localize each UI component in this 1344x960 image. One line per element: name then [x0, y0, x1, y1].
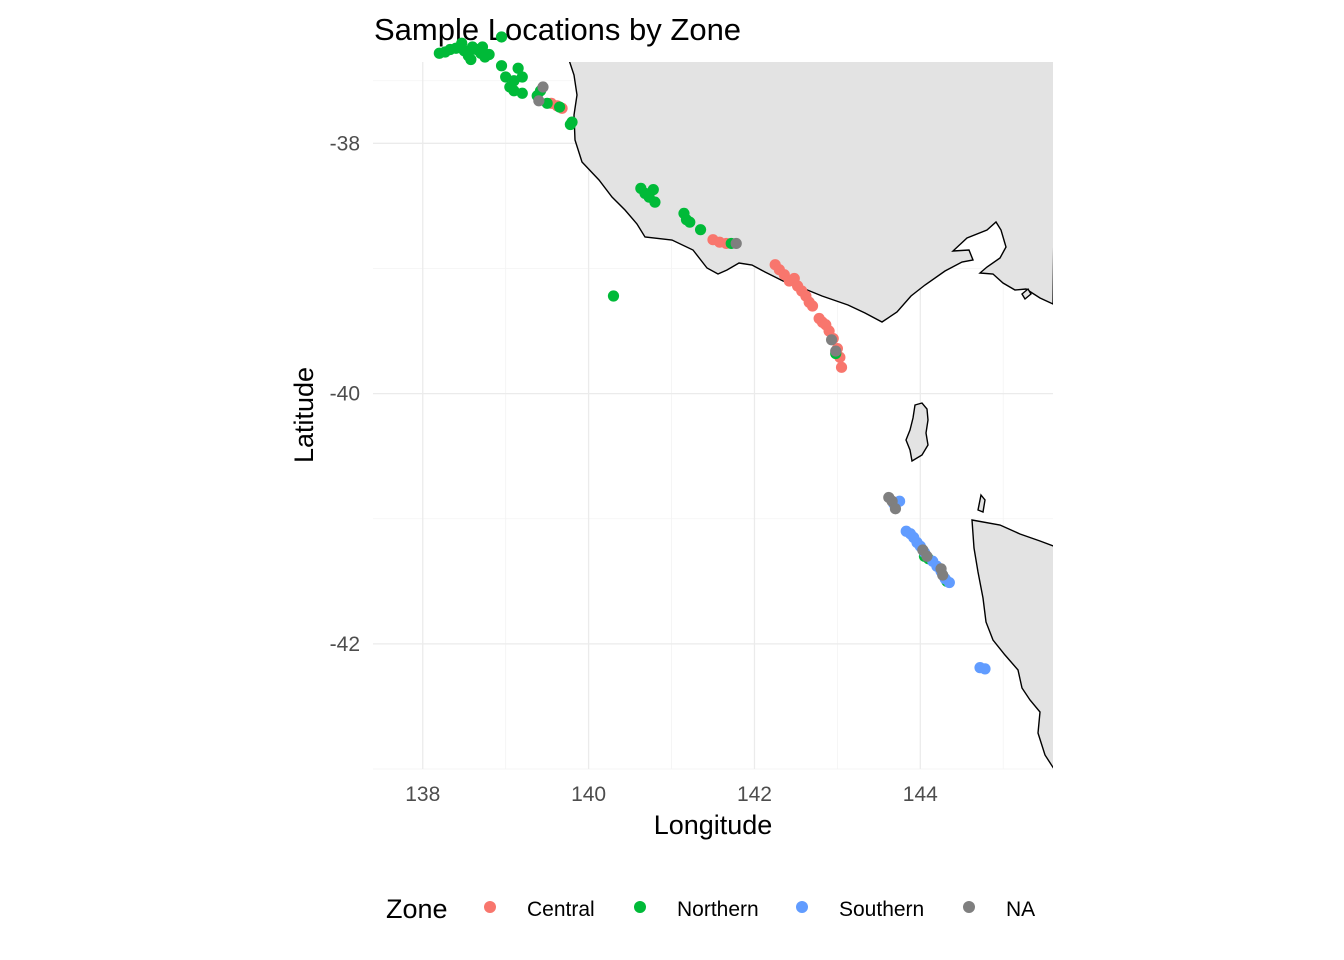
- y-axis-ticks: -38 -40 -42: [330, 132, 360, 656]
- y-tick-label: -40: [330, 383, 360, 406]
- legend-label-na: NA: [1006, 898, 1035, 921]
- islet-north-tasmania: [977, 493, 986, 513]
- data-point-northern: [465, 53, 477, 66]
- data-point-northern: [476, 41, 489, 53]
- legend-label-southern: Southern: [839, 898, 924, 921]
- tasmania: [971, 519, 1053, 769]
- data-point-northern: [607, 290, 620, 302]
- x-axis-ticks: 138 140 142 144: [405, 783, 938, 806]
- data-point-northern: [684, 216, 696, 228]
- x-axis-title: Longitude: [654, 810, 773, 840]
- coastline-map: [568, 62, 1053, 769]
- data-point-northern: [495, 60, 508, 72]
- y-tick-label: -42: [330, 633, 360, 656]
- chart-title: Sample Locations by Zone: [374, 12, 741, 47]
- sample-points: [433, 31, 991, 675]
- king-island: [905, 402, 929, 463]
- data-point-na: [730, 237, 742, 250]
- y-tick-label: -38: [330, 132, 360, 155]
- data-point-northern: [508, 75, 520, 87]
- x-tick-label: 144: [903, 783, 938, 806]
- legend: Zone Central Northern Southern NA: [386, 894, 1035, 924]
- data-point-northern: [456, 37, 468, 49]
- data-point-northern: [483, 48, 495, 61]
- islet-east-coast: [1021, 287, 1032, 301]
- legend-key-southern: [796, 901, 808, 913]
- legend-label-central: Central: [527, 898, 595, 921]
- data-point-central: [806, 300, 819, 312]
- data-point-northern: [694, 224, 707, 236]
- data-point-na: [830, 345, 842, 357]
- data-point-na: [921, 550, 933, 562]
- y-axis-title: Latitude: [289, 367, 319, 463]
- data-point-northern: [553, 101, 566, 113]
- mainland-victoria-sa: [568, 62, 1053, 323]
- legend-key-northern: [634, 901, 646, 913]
- data-point-na: [537, 81, 549, 93]
- data-point-northern: [649, 196, 661, 208]
- x-tick-label: 138: [405, 783, 440, 806]
- data-point-northern: [495, 31, 508, 43]
- data-point-na: [937, 569, 949, 581]
- data-point-northern: [516, 87, 528, 99]
- data-point-na: [533, 95, 545, 107]
- legend-label-northern: Northern: [677, 898, 759, 921]
- data-point-southern: [979, 663, 991, 675]
- data-point-na: [825, 334, 838, 346]
- legend-key-na: [963, 901, 975, 913]
- data-point-northern: [564, 118, 576, 131]
- data-point-northern: [512, 62, 524, 74]
- data-point-southern: [943, 576, 955, 589]
- x-tick-label: 142: [737, 783, 772, 806]
- x-tick-label: 140: [571, 783, 606, 806]
- legend-key-central: [484, 901, 496, 913]
- data-point-na: [889, 503, 902, 515]
- data-point-central: [835, 361, 848, 373]
- data-point-northern: [647, 184, 659, 196]
- legend-title: Zone: [386, 894, 448, 924]
